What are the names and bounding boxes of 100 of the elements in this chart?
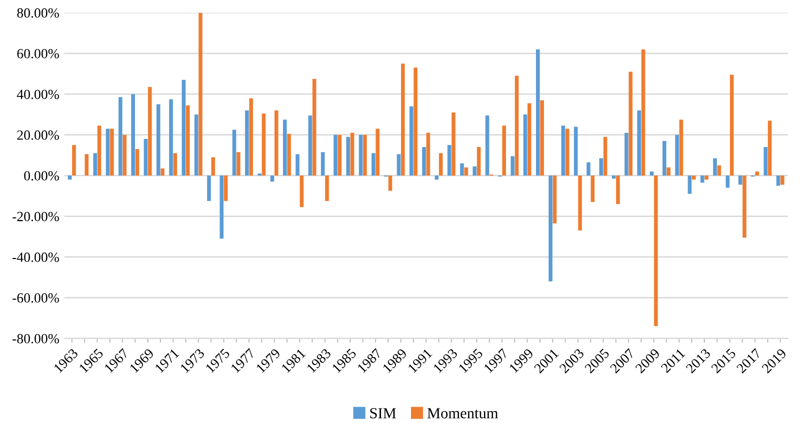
legend-label: SIM	[370, 408, 396, 418]
bar	[434, 176, 439, 180]
x-tick-label: 1989	[382, 348, 408, 374]
y-tick-label: 60.00%	[17, 48, 59, 58]
bar	[68, 176, 72, 180]
bar	[320, 152, 325, 176]
bar	[464, 167, 468, 176]
y-tick-label: -60.00%	[12, 293, 59, 303]
bar	[700, 176, 704, 183]
bar	[616, 176, 620, 204]
bar	[692, 176, 696, 180]
bar	[548, 176, 552, 282]
bar	[270, 176, 274, 182]
bar	[472, 166, 477, 176]
bar	[110, 128, 114, 176]
bar	[325, 176, 329, 201]
bar	[713, 158, 717, 176]
bar	[447, 145, 452, 176]
bar	[565, 128, 570, 176]
bar	[186, 105, 190, 176]
bar	[628, 72, 633, 176]
bar	[262, 113, 266, 176]
bar	[768, 120, 772, 176]
bar	[376, 128, 380, 176]
bar	[688, 176, 692, 194]
bar	[173, 153, 178, 176]
bar	[282, 120, 287, 176]
y-tick-label: 40.00%	[16, 90, 59, 100]
bar	[476, 147, 481, 176]
bar	[578, 176, 582, 231]
bar	[144, 138, 148, 176]
bar	[561, 126, 566, 176]
bar	[590, 176, 595, 202]
bar	[350, 132, 354, 176]
bar	[363, 134, 367, 176]
bar	[245, 110, 249, 176]
bar	[135, 149, 140, 176]
bar	[666, 167, 670, 176]
x-tick-label: 1981	[281, 348, 306, 374]
bar	[312, 78, 316, 176]
bar	[414, 68, 418, 176]
bar	[72, 145, 76, 176]
bar	[523, 114, 528, 176]
bar	[118, 97, 122, 176]
bar	[730, 74, 734, 176]
bar	[122, 134, 126, 176]
bar	[198, 12, 202, 176]
bar	[148, 86, 152, 176]
bar	[160, 168, 164, 176]
bar	[182, 80, 186, 176]
bar	[224, 176, 228, 201]
bar	[409, 106, 414, 176]
bar	[612, 176, 616, 179]
bar	[194, 114, 198, 176]
bar	[211, 157, 216, 176]
bar	[780, 176, 784, 185]
x-tick-label: 1979	[256, 348, 281, 374]
y-tick-label: 20.00%	[17, 130, 59, 140]
bar	[510, 156, 514, 176]
bar	[97, 126, 102, 176]
x-tick-label: 1991	[408, 348, 432, 374]
bar	[742, 176, 746, 238]
bar	[599, 158, 604, 176]
bar	[338, 134, 342, 176]
bar	[586, 162, 590, 176]
x-tick-label: 1999	[508, 348, 534, 374]
y-tick-label: 0.00%	[24, 171, 59, 181]
bar	[662, 140, 666, 176]
y-tick-label: -80.00%	[12, 334, 59, 344]
x-tick-label: 2011	[660, 348, 686, 374]
x-tick-label: 1971	[154, 348, 180, 374]
bar	[704, 176, 708, 180]
bar	[654, 176, 658, 326]
bar	[131, 94, 135, 176]
bar	[274, 110, 278, 176]
bar	[93, 153, 98, 176]
bar	[106, 128, 110, 176]
bar	[641, 49, 646, 176]
bar	[358, 134, 363, 176]
bar	[574, 126, 578, 176]
bar	[460, 163, 464, 176]
bar	[637, 110, 641, 176]
bar	[438, 153, 443, 176]
legend-label: Momentum	[427, 408, 498, 418]
bar	[156, 104, 160, 176]
bar	[401, 64, 405, 176]
bar	[300, 176, 304, 208]
bar	[624, 132, 628, 176]
bar	[308, 115, 312, 176]
bar	[346, 136, 350, 176]
y-tick-label: -20.00%	[12, 212, 59, 222]
bar	[396, 154, 401, 176]
bar	[717, 165, 722, 176]
y-tick-label: -40.00%	[12, 252, 59, 262]
bar	[764, 147, 768, 176]
bar	[220, 176, 224, 239]
bar	[552, 176, 557, 224]
bar	[426, 132, 430, 176]
bar	[514, 76, 519, 176]
bar	[675, 134, 679, 176]
